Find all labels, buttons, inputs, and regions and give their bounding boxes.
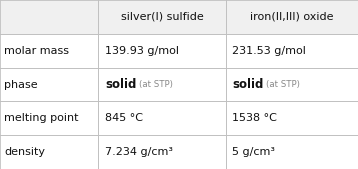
Text: solid: solid: [105, 78, 136, 91]
Bar: [0, 34, 98, 68]
Bar: [0, 0, 98, 34]
Bar: [0, 101, 98, 135]
Text: (at STP): (at STP): [139, 80, 173, 89]
Text: 1538 °C: 1538 °C: [232, 113, 277, 123]
Text: iron(II,III) oxide: iron(II,III) oxide: [250, 12, 334, 22]
Text: phase: phase: [4, 79, 38, 90]
Text: solid: solid: [232, 78, 263, 91]
Bar: [226, 101, 358, 135]
Text: 845 °C: 845 °C: [105, 113, 143, 123]
Text: 5 g/cm³: 5 g/cm³: [232, 147, 275, 157]
Bar: [226, 135, 358, 169]
Bar: [226, 68, 358, 101]
Bar: [226, 0, 358, 34]
Bar: [98, 34, 226, 68]
Bar: [0, 135, 98, 169]
Text: 7.234 g/cm³: 7.234 g/cm³: [105, 147, 173, 157]
Text: molar mass: molar mass: [4, 46, 69, 56]
Bar: [98, 0, 226, 34]
Bar: [98, 101, 226, 135]
Text: melting point: melting point: [4, 113, 79, 123]
Text: 139.93 g/mol: 139.93 g/mol: [105, 46, 179, 56]
Bar: [0, 68, 98, 101]
Text: 231.53 g/mol: 231.53 g/mol: [232, 46, 306, 56]
Text: silver(I) sulfide: silver(I) sulfide: [121, 12, 203, 22]
Text: (at STP): (at STP): [266, 80, 300, 89]
Text: density: density: [4, 147, 45, 157]
Bar: [226, 34, 358, 68]
Bar: [98, 68, 226, 101]
Bar: [98, 135, 226, 169]
